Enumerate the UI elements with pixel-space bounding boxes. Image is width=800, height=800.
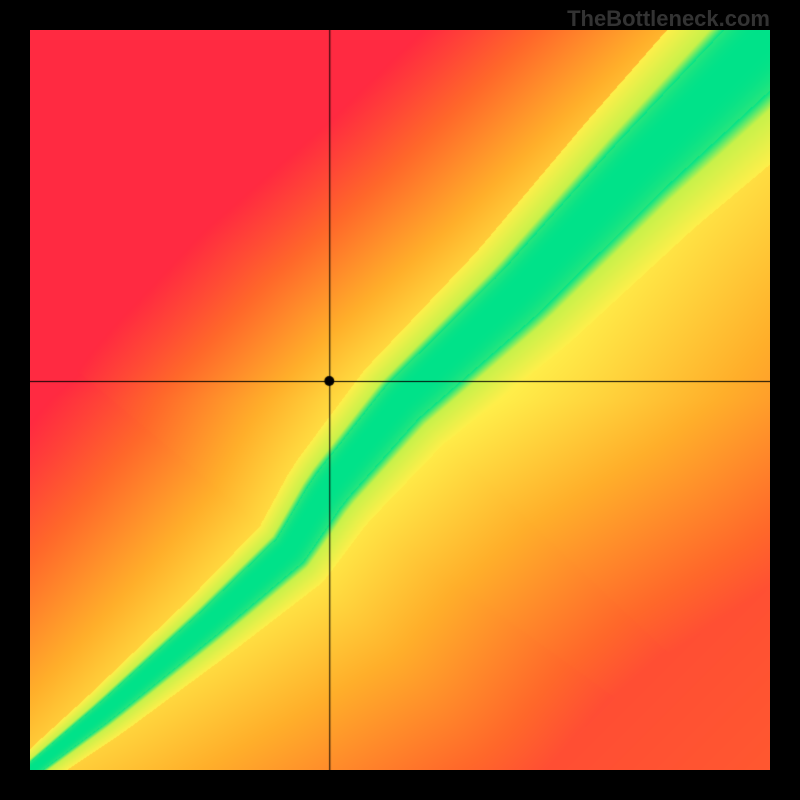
heatmap-canvas	[30, 30, 770, 770]
watermark-text: TheBottleneck.com	[567, 6, 770, 32]
chart-container: TheBottleneck.com	[0, 0, 800, 800]
heatmap-plot	[30, 30, 770, 770]
